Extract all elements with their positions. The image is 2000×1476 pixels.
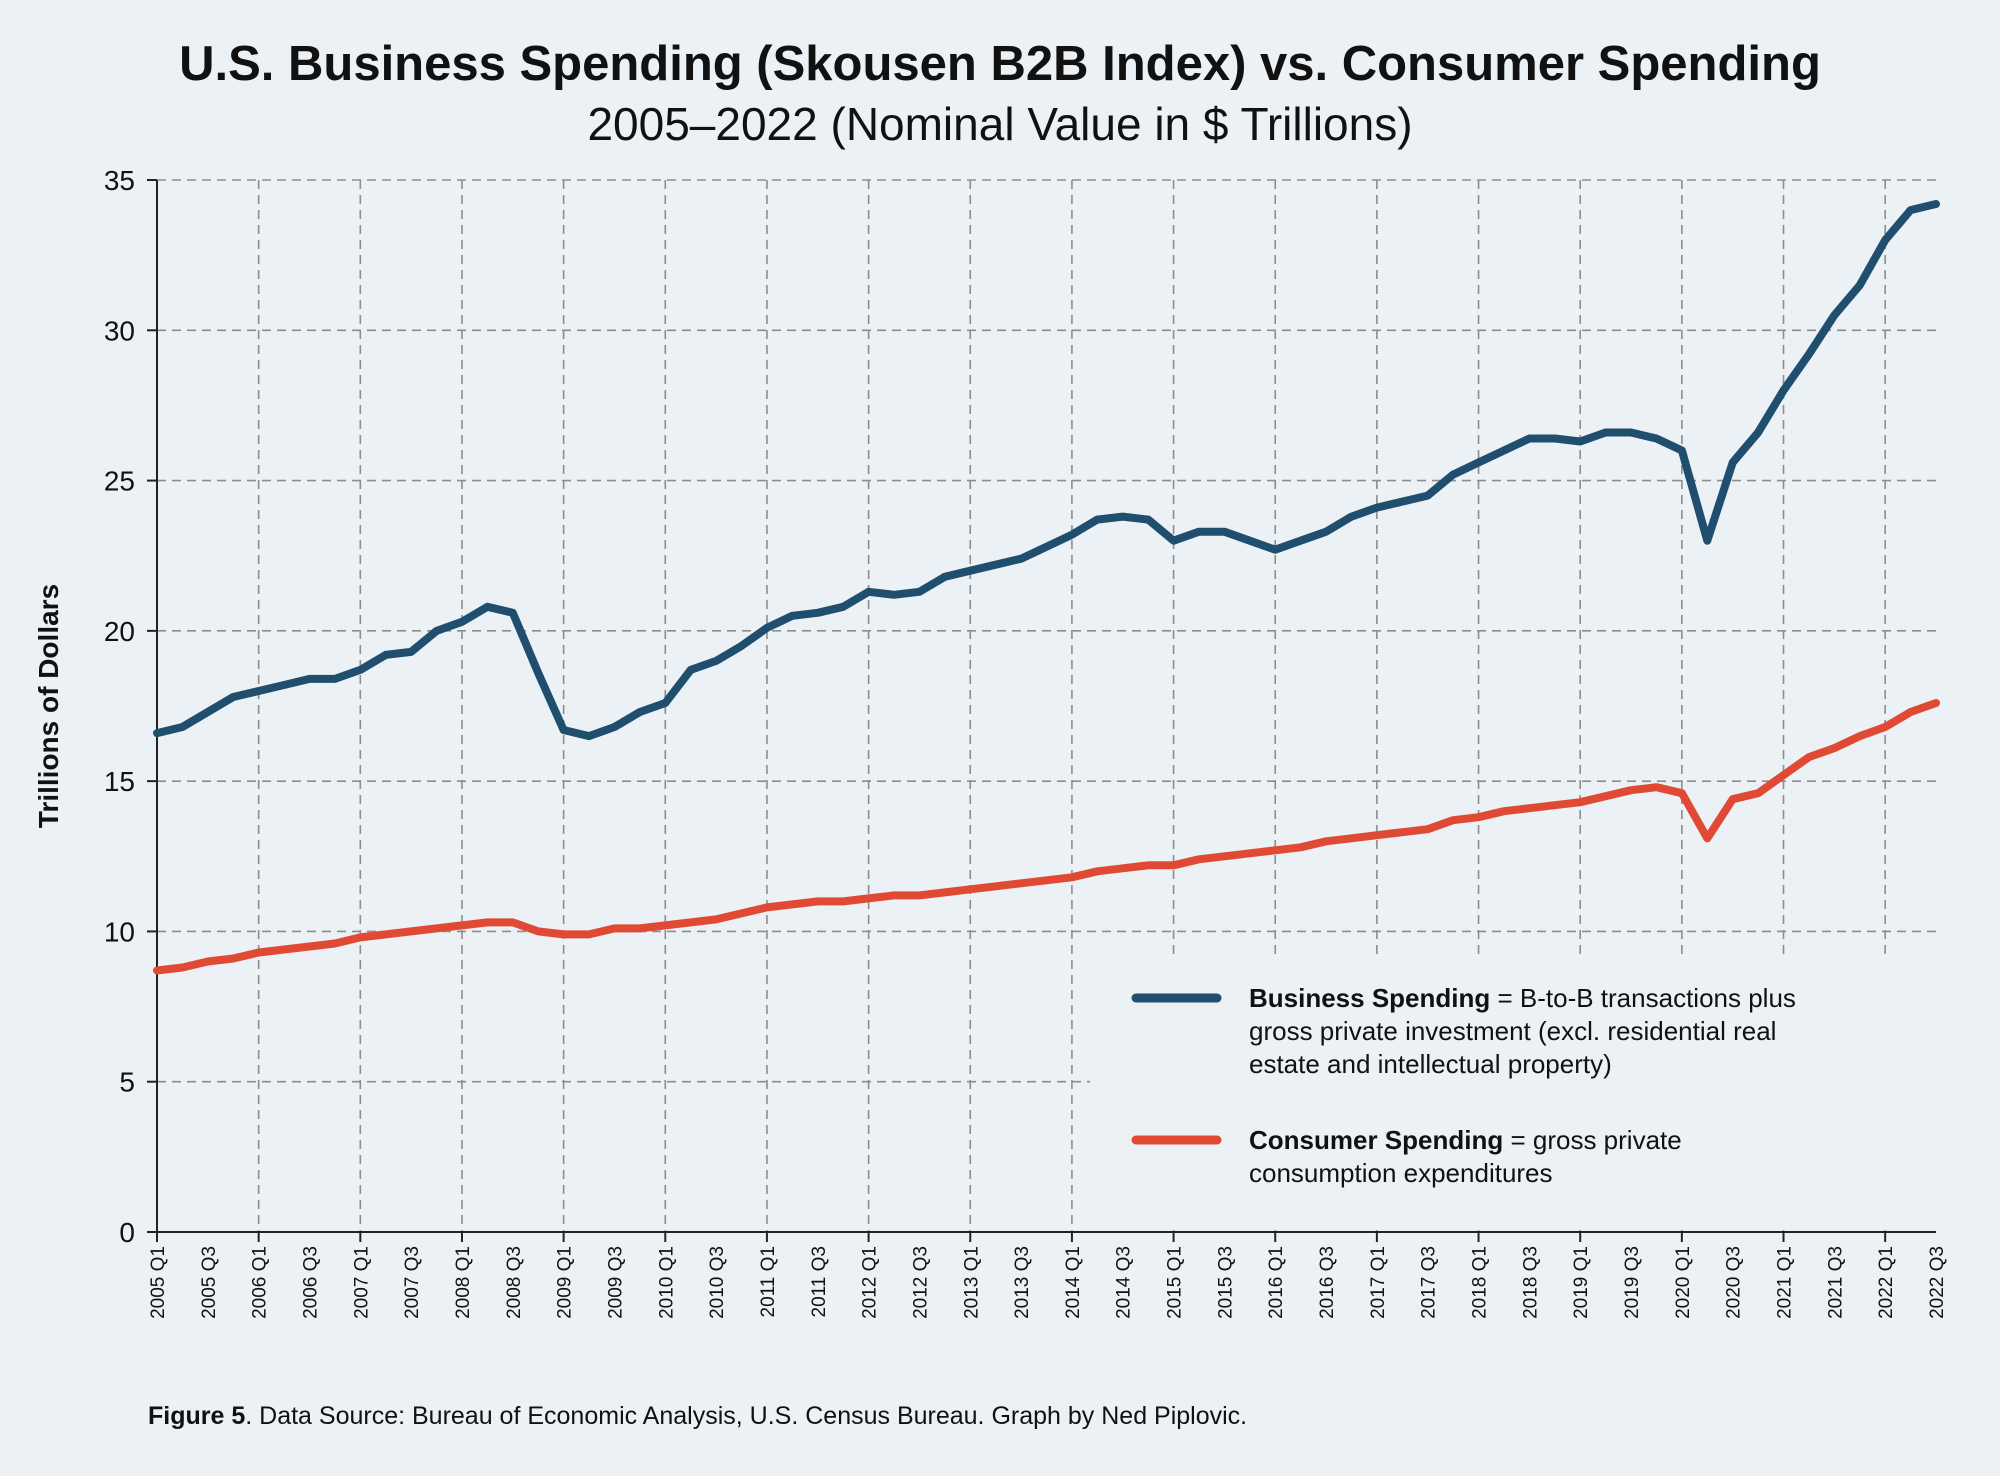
- x-tick-label: 2009 Q1: [555, 1246, 576, 1319]
- x-tick-label: 2018 Q1: [1470, 1246, 1491, 1319]
- legend-label-bold: Business Spending: [1249, 983, 1490, 1013]
- x-tick-label: 2019 Q3: [1622, 1246, 1643, 1319]
- y-tick-label: 15: [104, 766, 135, 797]
- y-tick-label: 10: [104, 916, 135, 947]
- chart-subtitle: 2005–2022 (Nominal Value in $ Trillions): [587, 98, 1412, 150]
- x-tick-label: 2008 Q3: [504, 1246, 525, 1319]
- x-tick-label: 2005 Q3: [199, 1246, 220, 1319]
- legend-text: consumption expenditures: [1249, 1158, 1553, 1188]
- x-tick-label: 2006 Q3: [300, 1246, 321, 1319]
- x-tick-label: 2016 Q3: [1317, 1246, 1338, 1319]
- series-line-business-spending: [153, 200, 1940, 741]
- legend-background: [1090, 955, 1940, 1227]
- y-tick-label: 35: [104, 165, 135, 196]
- x-tick-label: 2007 Q3: [402, 1246, 423, 1319]
- figure-caption: Figure 5. Data Source: Bureau of Economi…: [148, 1402, 1247, 1430]
- x-tick-label: 2008 Q1: [453, 1246, 474, 1319]
- x-tick-label: 2018 Q3: [1520, 1246, 1541, 1319]
- axes: 0 5 10 15 20 25 30 35 2005 Q1 2005 Q3 2006 Q1 2006 …: [104, 165, 1948, 1319]
- x-tick-label: 2017 Q1: [1368, 1246, 1389, 1319]
- legend-label-bold: Consumer Spending: [1249, 1125, 1503, 1155]
- x-tick-label: 2010 Q1: [656, 1246, 677, 1319]
- legend-text: estate and intellectual property): [1249, 1049, 1612, 1079]
- x-tick-label: 2005 Q1: [148, 1246, 169, 1319]
- x-tick-label: 2021 Q1: [1775, 1246, 1796, 1319]
- caption-bold: Figure 5: [148, 1402, 245, 1430]
- x-tick-label: 2012 Q3: [910, 1246, 931, 1319]
- caption-text: . Data Source: Bureau of Economic Analys…: [245, 1402, 1247, 1430]
- y-tick-label: 0: [119, 1217, 135, 1248]
- x-tick-label: 2020 Q3: [1724, 1246, 1745, 1319]
- legend-text: Business Spending = B-to-B transactions …: [1249, 983, 1796, 1013]
- x-tick-label: 2015 Q3: [1215, 1246, 1236, 1319]
- y-axis-label: Trillions of Dollars: [33, 584, 64, 828]
- chart-title: U.S. Business Spending (Skousen B2B Inde…: [179, 37, 1821, 91]
- x-tick-label: 2019 Q1: [1571, 1246, 1592, 1319]
- x-tick-label: 2016 Q1: [1266, 1246, 1287, 1319]
- legend-label-rest: = B-to-B transactions plus: [1490, 983, 1796, 1013]
- x-tick-label: 2014 Q1: [1063, 1246, 1084, 1319]
- x-tick-label: 2020 Q1: [1673, 1246, 1694, 1319]
- x-tick-label: 2015 Q1: [1165, 1246, 1186, 1319]
- x-tick-label: 2022 Q1: [1876, 1246, 1897, 1319]
- x-tick-label: 2010 Q3: [707, 1246, 728, 1319]
- x-tick-label: 2011 Q1: [758, 1246, 779, 1317]
- x-tick-label: 2012 Q1: [860, 1246, 881, 1319]
- x-tick-label: 2014 Q3: [1114, 1246, 1135, 1319]
- legend-label-rest: = gross private: [1503, 1125, 1681, 1155]
- y-tick-label: 25: [104, 466, 135, 497]
- series-lines: [153, 200, 1940, 975]
- x-tick-label: 2017 Q3: [1419, 1246, 1440, 1319]
- series-line-consumer-spending: [153, 699, 1940, 975]
- legend-text: Consumer Spending = gross private: [1249, 1125, 1682, 1155]
- legend-text: gross private investment (excl. resident…: [1249, 1016, 1776, 1046]
- x-tick-label: 2013 Q1: [961, 1246, 982, 1319]
- y-tick-label: 20: [104, 616, 135, 647]
- y-tick-label: 5: [119, 1067, 135, 1098]
- x-tick-label: 2022 Q3: [1927, 1246, 1948, 1319]
- x-tick-label: 2009 Q3: [605, 1246, 626, 1319]
- y-tick-label: 30: [104, 315, 135, 346]
- legend: Business Spending = B-to-B transactions …: [1131, 983, 1796, 1188]
- x-tick-label: 2013 Q3: [1012, 1246, 1033, 1319]
- x-tick-label: 2021 Q3: [1825, 1246, 1846, 1319]
- x-tick-label: 2011 Q3: [809, 1246, 830, 1317]
- x-tick-label: 2007 Q1: [351, 1246, 372, 1319]
- x-tick-label: 2006 Q1: [250, 1246, 271, 1319]
